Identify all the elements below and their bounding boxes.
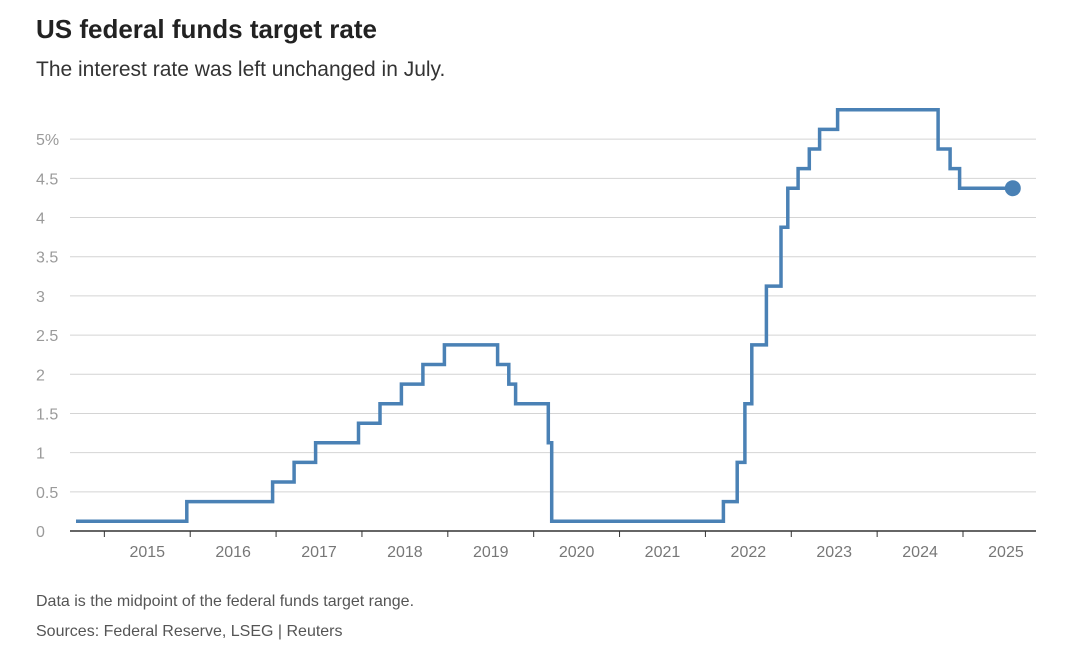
- chart-title: US federal funds target rate: [36, 14, 377, 44]
- x-tick-label: 2023: [816, 544, 852, 561]
- x-tick-label: 2015: [129, 544, 165, 561]
- x-axis: 2015 2016 2017 2018 2019 2020 2021 2022 2023 2024…: [70, 530, 1036, 561]
- y-tick-label: 3: [36, 289, 45, 306]
- x-tick-label: 2025: [988, 544, 1024, 561]
- x-tick-label: 2021: [645, 544, 681, 561]
- grid-lines: [70, 138, 1036, 493]
- x-tick-label: 2024: [902, 544, 938, 561]
- series-layer: [76, 108, 1021, 523]
- y-tick-label: 4: [36, 211, 45, 228]
- y-tick-label: 3.5: [36, 250, 58, 267]
- x-tick-label: 2017: [301, 544, 337, 561]
- x-tick-label: 2016: [215, 544, 251, 561]
- x-tick-label: 2022: [731, 544, 767, 561]
- x-tick-label: 2019: [473, 544, 509, 561]
- y-tick-label: 4.5: [36, 171, 58, 188]
- latest-value-marker: [1004, 180, 1021, 197]
- y-tick-label: 2.5: [36, 328, 58, 345]
- y-tick-label: 0: [36, 524, 45, 541]
- footnote: Data is the midpoint of the federal fund…: [36, 593, 415, 610]
- source-note: Sources: Federal Reserve, LSEG | Reuters: [36, 623, 343, 640]
- y-tick-label: 5%: [36, 132, 59, 149]
- y-tick-label: 1.5: [36, 406, 58, 423]
- x-tick-label: 2020: [559, 544, 595, 561]
- y-tick-label: 1: [36, 446, 45, 463]
- y-axis-labels: 0 0.5 1 1.5 2 2.5 3 3.5 4 4.5 5%: [36, 132, 59, 541]
- chart-subtitle: The interest rate was left unchanged in …: [36, 58, 446, 81]
- y-tick-label: 2: [36, 367, 45, 384]
- y-tick-label: 0.5: [36, 485, 58, 502]
- series-line: [76, 108, 1013, 523]
- x-tick-label: 2018: [387, 544, 423, 561]
